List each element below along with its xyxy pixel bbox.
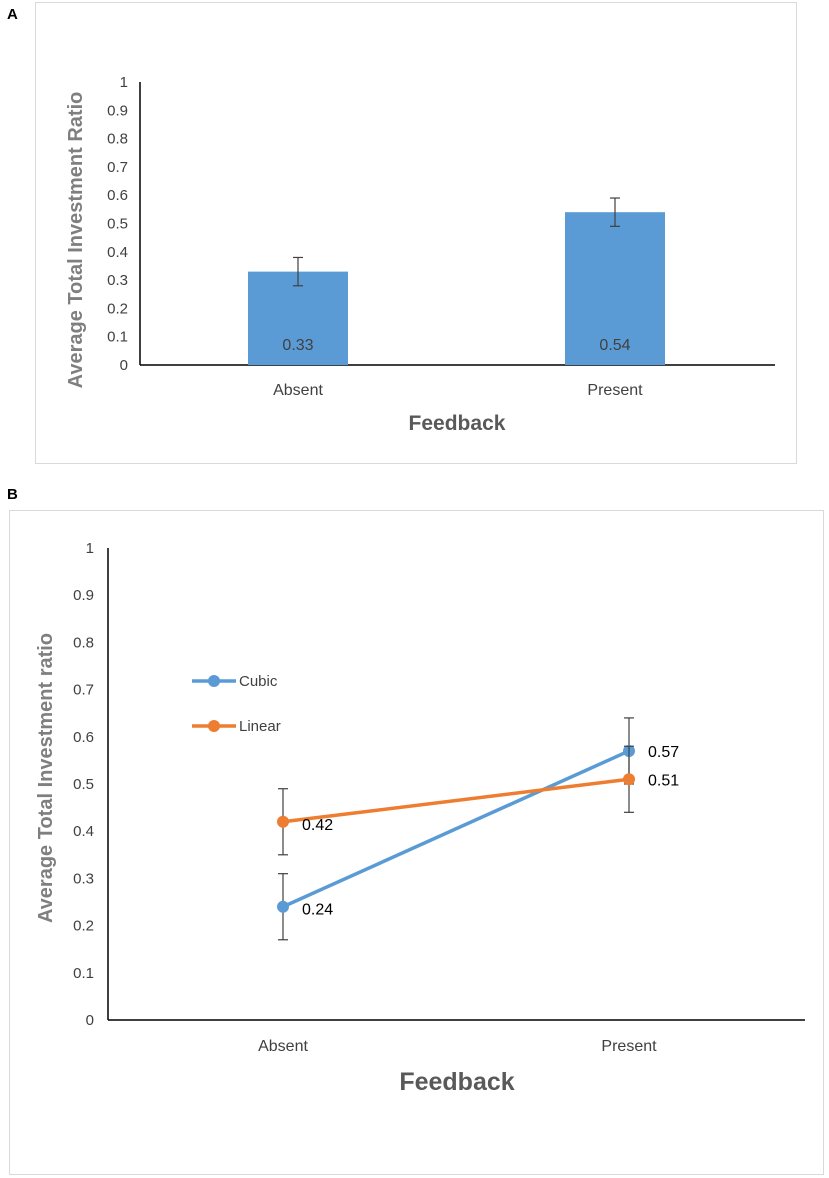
panel-a-frame [35, 2, 797, 464]
legend-label-cubic: Cubic [239, 673, 278, 690]
panel-b-frame [9, 510, 824, 1175]
panel-a-y-tick-label: 1 [120, 74, 128, 91]
panel-b-y-tick-label: 0.2 [73, 918, 94, 935]
panel-b-data-label: 0.42 [302, 817, 333, 834]
panel-a-y-tick-label: 0.9 [107, 102, 128, 119]
panel-b-y-tick-label: 0.1 [73, 965, 94, 982]
panel-b-point-linear [623, 773, 635, 786]
panel-b-category-label: Absent [258, 1038, 308, 1055]
panel-b-category-label: Present [601, 1038, 657, 1055]
panel-a-y-tick-label: 0.5 [107, 216, 128, 233]
panel-b-y-tick-label: 0.7 [73, 682, 94, 699]
panel-b-y-tick-label: 0.5 [73, 776, 94, 793]
panel-a-data-label: 0.54 [599, 337, 630, 354]
panel-a-bar [248, 271, 348, 365]
panel-b-y-tick-label: 0.4 [73, 823, 94, 840]
panel-a-y-tick-label: 0.4 [107, 244, 128, 261]
legend-marker-cubic [208, 675, 220, 687]
panel-b-data-label: 0.57 [648, 744, 679, 761]
panel-b-point-linear [277, 815, 289, 828]
panel-b-label: B [7, 486, 18, 503]
panel-b-y-tick-label: 0 [86, 1012, 94, 1029]
legend-marker-linear [208, 720, 220, 732]
panel-b-y-tick-label: 0.6 [73, 729, 94, 746]
panel-b-y-tick-label: 1 [86, 540, 94, 557]
panel-a-category-label: Present [587, 382, 643, 399]
panel-a-bar [565, 212, 665, 365]
panel-a-y-tick-label: 0.3 [107, 272, 128, 289]
panel-b-point-cubic [277, 900, 289, 913]
panel-a-y-tick-label: 0 [120, 357, 128, 374]
panel-a-y-axis-title: Average Total Investment Ratio [65, 92, 87, 389]
panel-b-y-tick-label: 0.8 [73, 634, 94, 651]
legend-label-linear: Linear [239, 718, 281, 735]
panel-a-y-tick-label: 0.1 [107, 329, 128, 346]
panel-b-data-label: 0.24 [302, 902, 333, 919]
panel-a-label: A [7, 6, 18, 23]
panel-a-x-axis-title: Feedback [409, 412, 506, 435]
panel-a-y-tick-label: 0.2 [107, 300, 128, 317]
panel-a-data-label: 0.33 [282, 337, 313, 354]
panel-b-y-axis-title: Average Total Investment ratio [35, 633, 57, 923]
panel-b-line-linear [282, 777, 630, 824]
panel-b-y-tick-label: 0.3 [73, 870, 94, 887]
panel-a-y-tick-label: 0.6 [107, 187, 128, 204]
panel-a-y-tick-label: 0.7 [107, 159, 128, 176]
panel-b-x-axis-title: Feedback [399, 1068, 514, 1096]
panel-b-y-tick-label: 0.9 [73, 587, 94, 604]
panel-a-category-label: Absent [273, 382, 323, 399]
panel-b-line-cubic [282, 749, 630, 909]
panel-a-y-tick-label: 0.8 [107, 131, 128, 148]
panel-b-data-label: 0.51 [648, 772, 679, 789]
